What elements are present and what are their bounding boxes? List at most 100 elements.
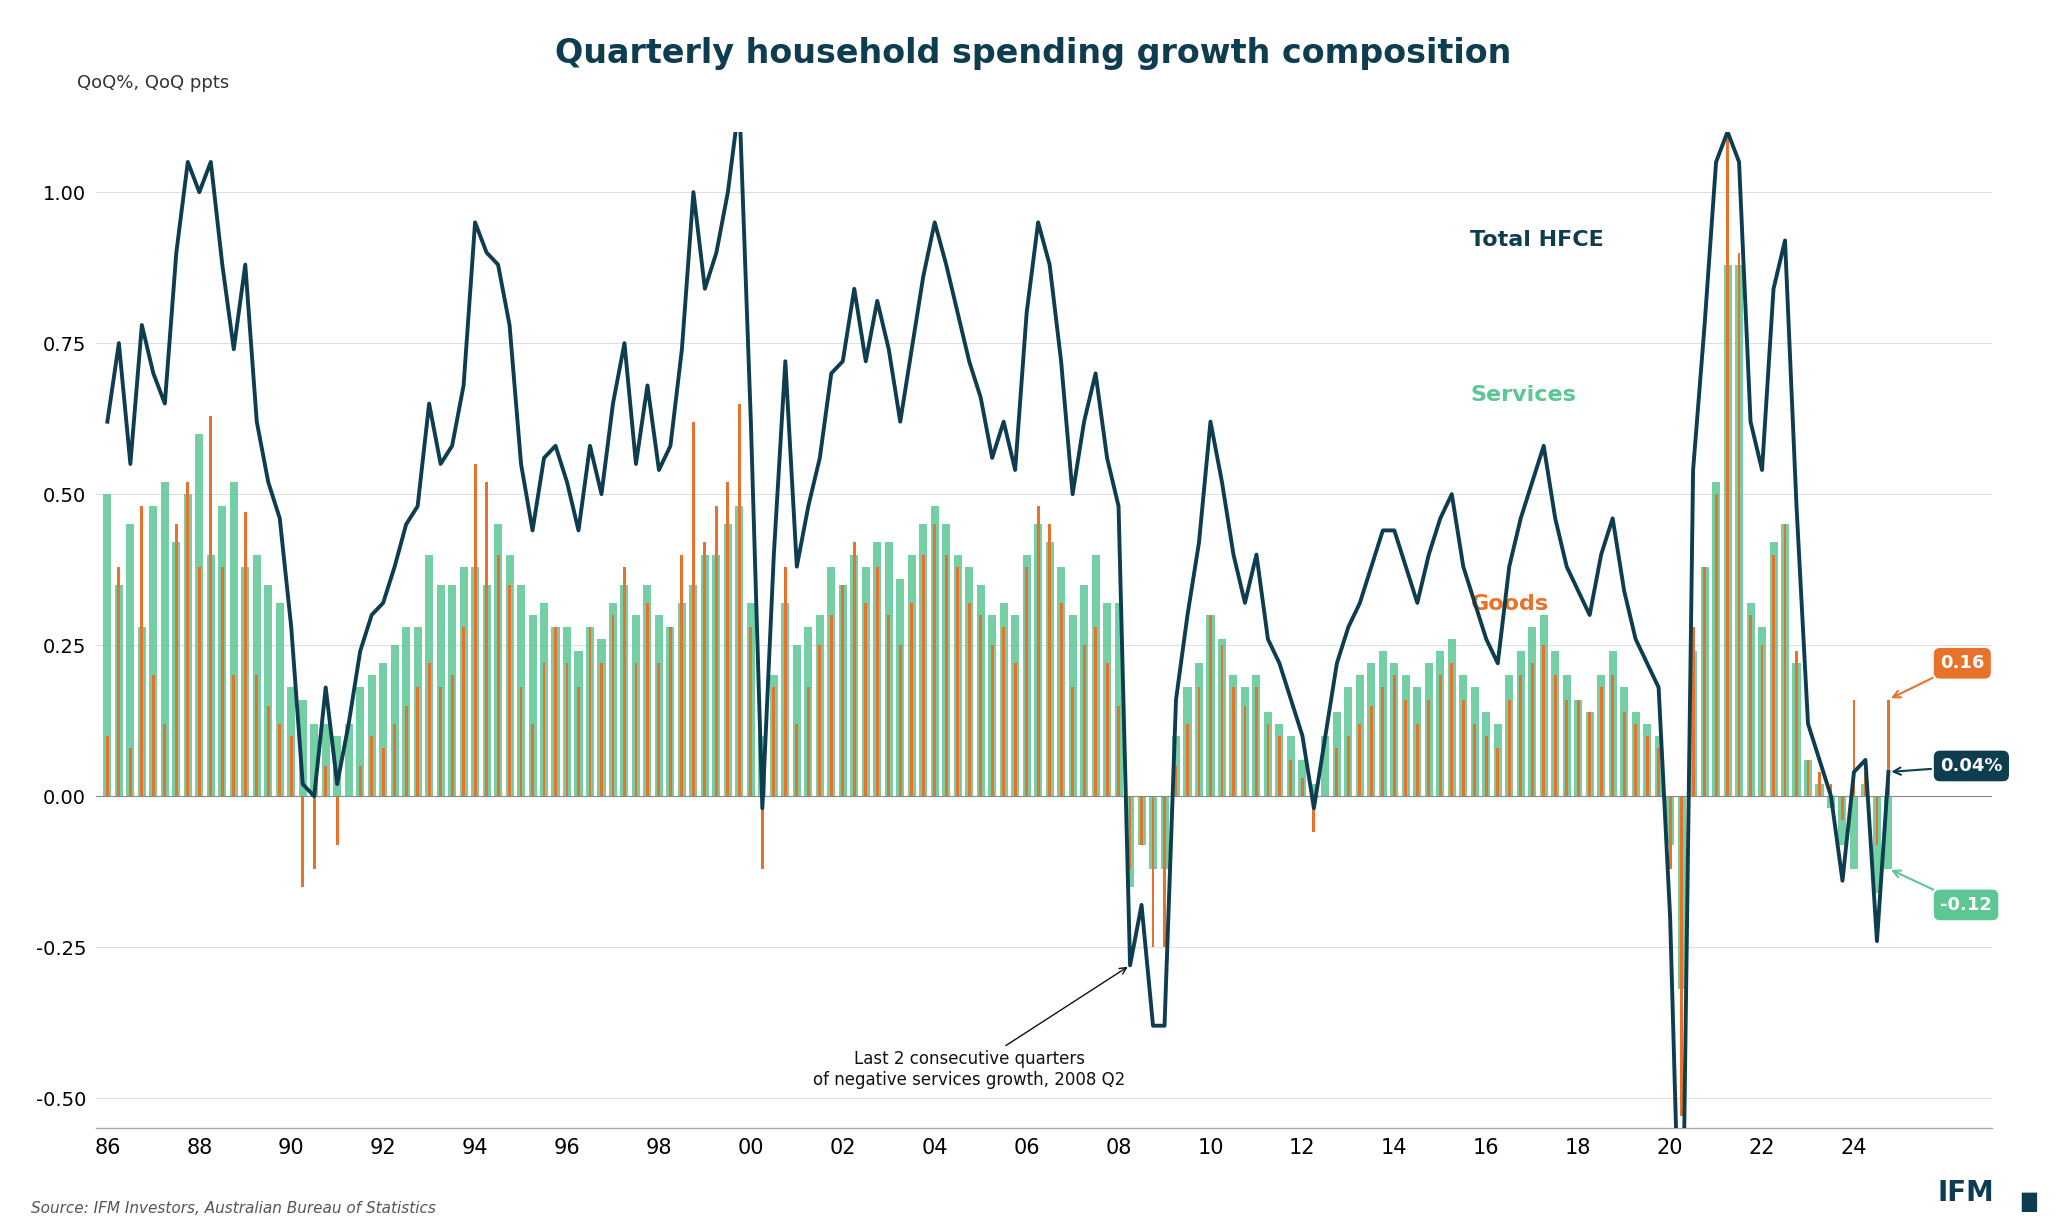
Bar bbox=[198, 567, 200, 797]
Bar bbox=[449, 585, 457, 797]
Bar bbox=[1129, 797, 1131, 869]
Bar bbox=[1403, 699, 1408, 797]
Bar bbox=[1437, 651, 1445, 797]
Bar bbox=[126, 524, 134, 797]
Bar bbox=[1554, 676, 1556, 797]
Bar bbox=[1255, 688, 1259, 797]
Bar bbox=[141, 506, 143, 797]
Bar bbox=[1726, 132, 1728, 797]
Bar bbox=[1356, 676, 1364, 797]
Bar bbox=[554, 627, 556, 797]
Bar bbox=[1873, 797, 1881, 893]
Bar bbox=[438, 688, 442, 797]
Bar bbox=[194, 434, 203, 797]
Text: Services: Services bbox=[1470, 385, 1577, 404]
Bar bbox=[279, 723, 281, 797]
Bar bbox=[715, 506, 717, 797]
Bar bbox=[333, 736, 341, 797]
Bar bbox=[1000, 602, 1009, 797]
Bar bbox=[1829, 785, 1833, 797]
Bar bbox=[1842, 797, 1844, 820]
Bar bbox=[1164, 797, 1166, 947]
Bar bbox=[864, 602, 868, 797]
Bar bbox=[1141, 797, 1143, 844]
Bar bbox=[1852, 699, 1856, 797]
Bar bbox=[1106, 664, 1108, 797]
Bar bbox=[302, 797, 304, 887]
Bar bbox=[1174, 766, 1178, 797]
Bar bbox=[589, 627, 591, 797]
Bar bbox=[1348, 736, 1350, 797]
Bar bbox=[680, 555, 684, 797]
Bar bbox=[391, 645, 399, 797]
Bar bbox=[920, 524, 928, 797]
Bar bbox=[1310, 785, 1319, 797]
Bar bbox=[1333, 711, 1341, 797]
Bar bbox=[219, 506, 225, 797]
Bar bbox=[1114, 602, 1122, 797]
Bar bbox=[1424, 664, 1432, 797]
Bar bbox=[1749, 615, 1753, 797]
Bar bbox=[1540, 615, 1548, 797]
Bar bbox=[172, 543, 180, 797]
Bar bbox=[1060, 602, 1062, 797]
Bar bbox=[1071, 688, 1075, 797]
Bar bbox=[1288, 736, 1294, 797]
Bar bbox=[370, 736, 374, 797]
Bar bbox=[1643, 723, 1652, 797]
Bar bbox=[265, 585, 273, 797]
Bar bbox=[980, 615, 982, 797]
Bar bbox=[300, 699, 306, 797]
Bar bbox=[839, 585, 847, 797]
Bar bbox=[176, 524, 178, 797]
Text: QoQ%, QoQ ppts: QoQ%, QoQ ppts bbox=[76, 73, 229, 92]
Bar bbox=[1230, 676, 1238, 797]
Bar bbox=[508, 585, 511, 797]
Bar bbox=[405, 705, 407, 797]
Bar bbox=[967, 602, 971, 797]
Bar bbox=[1654, 736, 1662, 797]
Bar bbox=[1759, 627, 1765, 797]
Bar bbox=[1046, 543, 1054, 797]
Bar bbox=[1149, 797, 1158, 869]
Bar bbox=[138, 627, 147, 797]
Bar bbox=[622, 567, 626, 797]
Bar bbox=[796, 723, 798, 797]
Bar bbox=[781, 602, 790, 797]
Bar bbox=[1459, 676, 1468, 797]
Bar bbox=[1563, 676, 1571, 797]
Bar bbox=[957, 567, 959, 797]
Bar bbox=[1519, 676, 1521, 797]
Text: Last 2 consecutive quarters
of negative services growth, 2008 Q2: Last 2 consecutive quarters of negative … bbox=[812, 968, 1127, 1089]
Bar bbox=[118, 567, 120, 797]
Bar bbox=[899, 645, 901, 797]
Bar bbox=[1253, 676, 1261, 797]
Bar bbox=[256, 676, 258, 797]
Bar bbox=[1703, 567, 1705, 797]
Bar bbox=[1598, 676, 1606, 797]
Bar bbox=[1184, 688, 1191, 797]
Bar bbox=[335, 797, 339, 844]
Bar bbox=[1645, 736, 1649, 797]
Text: IFM: IFM bbox=[1939, 1179, 1995, 1207]
Bar bbox=[1151, 797, 1155, 947]
Bar bbox=[1321, 736, 1329, 797]
Bar bbox=[1461, 699, 1466, 797]
Bar bbox=[1864, 772, 1867, 797]
Bar bbox=[566, 664, 568, 797]
Bar bbox=[1127, 797, 1135, 887]
Bar bbox=[1002, 627, 1005, 797]
Bar bbox=[426, 555, 434, 797]
Bar bbox=[244, 512, 246, 797]
Text: 0.04%: 0.04% bbox=[1893, 756, 2003, 775]
Bar bbox=[1542, 645, 1546, 797]
Bar bbox=[1794, 651, 1798, 797]
Bar bbox=[221, 567, 223, 797]
Bar bbox=[105, 736, 110, 797]
Bar bbox=[1447, 639, 1455, 797]
Bar bbox=[1207, 615, 1215, 797]
Bar bbox=[761, 797, 765, 869]
Text: Total HFCE: Total HFCE bbox=[1470, 231, 1604, 251]
Bar bbox=[1494, 723, 1503, 797]
Bar bbox=[1013, 664, 1017, 797]
